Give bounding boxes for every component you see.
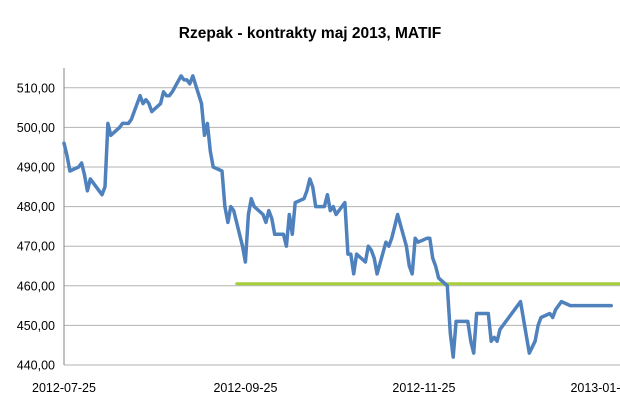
x-tick-label: 2013-01-25 bbox=[570, 381, 620, 395]
grid-layer bbox=[63, 68, 620, 366]
chart-title: Rzepak - kontrakty maj 2013, MATIF bbox=[179, 25, 441, 42]
y-tick-label: 450,00 bbox=[17, 319, 55, 333]
y-tick-label: 440,00 bbox=[17, 359, 55, 373]
y-tick-label: 500,00 bbox=[17, 121, 55, 135]
x-tick-label: 2012-07-25 bbox=[32, 381, 96, 395]
x-tick-label: 2012-11-25 bbox=[392, 381, 455, 395]
price-series-line bbox=[62, 74, 613, 359]
series-layer bbox=[62, 74, 613, 359]
x-tick-label: 2012-09-25 bbox=[213, 381, 277, 395]
y-tick-label: 460,00 bbox=[17, 279, 55, 293]
y-axis-tick-labels: 440,00 450,00 460,00 470,00 480,00 490,00 500,… bbox=[17, 81, 55, 372]
y-tick-label: 510,00 bbox=[17, 81, 55, 95]
y-tick-label: 490,00 bbox=[17, 161, 55, 175]
x-axis-tick-labels: 2012-07-25 2012-09-25 2012-11-25 2013-01-25 bbox=[32, 381, 620, 395]
y-tick-label: 480,00 bbox=[17, 200, 55, 214]
y-tick-label: 470,00 bbox=[17, 240, 55, 254]
